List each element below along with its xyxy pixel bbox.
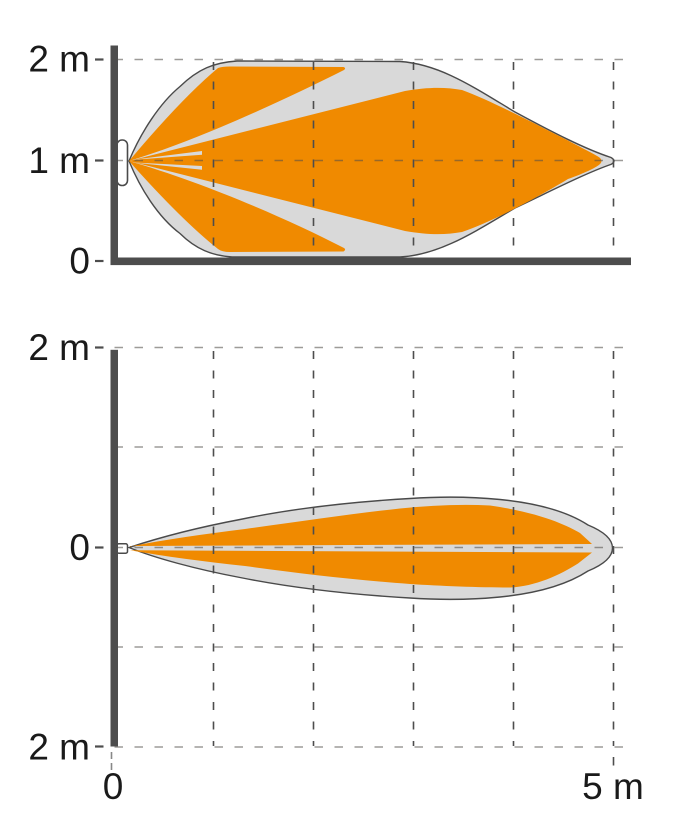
svg-text:2 m: 2 m bbox=[28, 39, 90, 80]
svg-text:0: 0 bbox=[69, 241, 90, 282]
svg-text:1 m: 1 m bbox=[28, 140, 90, 181]
svg-text:0: 0 bbox=[103, 766, 124, 807]
svg-text:2 m: 2 m bbox=[28, 727, 90, 768]
svg-text:5 m: 5 m bbox=[582, 766, 644, 807]
svg-text:2 m: 2 m bbox=[28, 327, 90, 368]
svg-text:0: 0 bbox=[69, 527, 90, 568]
